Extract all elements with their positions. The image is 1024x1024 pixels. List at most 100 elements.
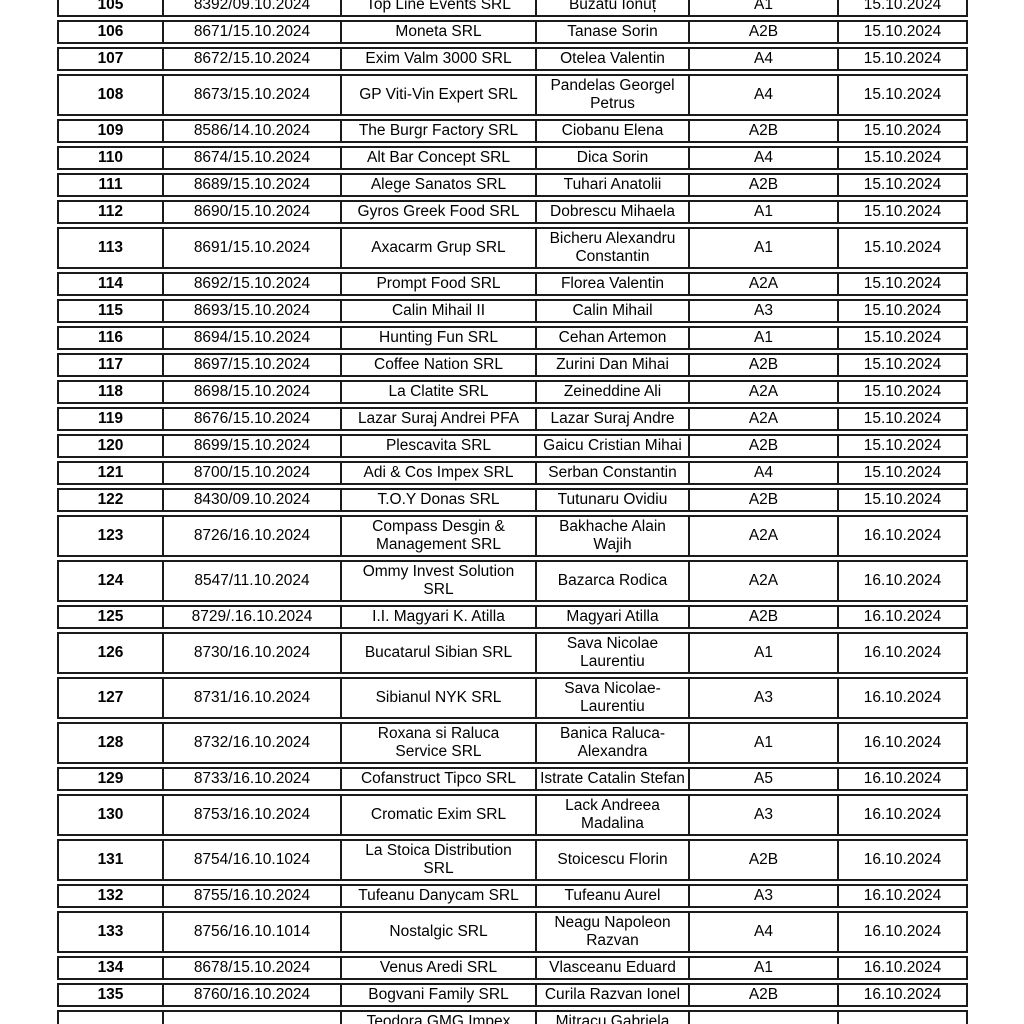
cell-category: A4 (688, 49, 837, 69)
cell-row-number: 108 (97, 86, 124, 103)
cell-registration-number: 8730/16.10.2024 (162, 634, 340, 672)
cell-category: A3 (688, 886, 837, 906)
cell-person-name: Dobrescu Mihaela (535, 202, 688, 222)
cell-registration-number: 8756/16.10.1014 (162, 913, 340, 951)
table-row: 114 8692/15.10.2024 Prompt Food SRL Flor… (57, 272, 968, 296)
table-row: 112 8690/15.10.2024 Gyros Greek Food SRL… (57, 200, 968, 224)
cell-date: 16.10.2024 (837, 607, 966, 627)
cell-category: A2B (688, 841, 837, 879)
cell-registration-number: 8692/15.10.2024 (162, 274, 340, 294)
cell-date: 15.10.2024 (837, 490, 966, 510)
table-row: 107 8672/15.10.2024 Exim Valm 3000 SRL O… (57, 47, 968, 71)
table-row: 116 8694/15.10.2024 Hunting Fun SRL Ceha… (57, 326, 968, 350)
cell-category: A4 (688, 463, 837, 483)
table-row: 134 8678/15.10.2024 Venus Aredi SRL Vlas… (57, 956, 968, 980)
cell-person-name: Otelea Valentin (535, 49, 688, 69)
table-row: 119 8676/15.10.2024 Lazar Suraj Andrei P… (57, 407, 968, 431)
cell-person-name: Tufeanu Aurel (535, 886, 688, 906)
cell-category: A1 (688, 229, 837, 267)
cell-date: 15.10.2024 (837, 382, 966, 402)
cell-registration-number: 8731/16.10.2024 (162, 679, 340, 717)
cell-person-name: Sava Nicolae- Laurentiu (535, 679, 688, 717)
table-row: 129 8733/16.10.2024 Cofanstruct Tipco SR… (57, 767, 968, 791)
cell-date: 15.10.2024 (837, 49, 966, 69)
cell-category: A2B (688, 490, 837, 510)
cell-person-name: Tutunaru Ovidiu (535, 490, 688, 510)
table-row: 106 8671/15.10.2024 Moneta SRL Tanase So… (57, 20, 968, 44)
cell-company-name: La Stoica Distribution SRL (340, 841, 535, 879)
cell-company-name: Alege Sanatos SRL (340, 175, 535, 195)
registry-table: 105 8392/09.10.2024 Top Line Events SRL … (57, 0, 968, 1024)
cell-company-name: Adi & Cos Impex SRL (340, 463, 535, 483)
cell-company-name: Bucatarul Sibian SRL (340, 634, 535, 672)
cell-row-number: 106 (97, 23, 124, 40)
cell-person-name: Curila Razvan Ionel (535, 985, 688, 1005)
cell-date: 16.10.2024 (837, 517, 966, 555)
cell-category: A2B (688, 355, 837, 375)
cell-category: A3 (688, 301, 837, 321)
cell-person-name: Tanase Sorin (535, 22, 688, 42)
cell-registration-number (162, 1012, 340, 1024)
cell-category: A2B (688, 436, 837, 456)
cell-person-name: Zeineddine Ali (535, 382, 688, 402)
cell-company-name: Hunting Fun SRL (340, 328, 535, 348)
cell-category: A1 (688, 724, 837, 762)
cell-date: 15.10.2024 (837, 436, 966, 456)
table-row: 108 8673/15.10.2024 GP Viti-Vin Expert S… (57, 74, 968, 116)
cell-company-name: Exim Valm 3000 SRL (340, 49, 535, 69)
cell-category: A3 (688, 679, 837, 717)
cell-row-number: 125 (97, 608, 124, 625)
cell-row-number: 107 (97, 50, 124, 67)
cell-date: 15.10.2024 (837, 355, 966, 375)
cell-date: 15.10.2024 (837, 409, 966, 429)
cell-category: A2A (688, 517, 837, 555)
cell-company-name: Tufeanu Danycam SRL (340, 886, 535, 906)
cell-company-name: Compass Desgin & Management SRL (340, 517, 535, 555)
cell-date: 16.10.2024 (837, 958, 966, 978)
cell-registration-number: 8676/15.10.2024 (162, 409, 340, 429)
cell-row-number: 127 (97, 689, 124, 706)
table-row: 130 8753/16.10.2024 Cromatic Exim SRL La… (57, 794, 968, 836)
cell-company-name: Moneta SRL (340, 22, 535, 42)
cell-row-number: 111 (98, 176, 123, 193)
cell-category: A1 (688, 634, 837, 672)
cell-company-name: Lazar Suraj Andrei PFA (340, 409, 535, 429)
table-row: 110 8674/15.10.2024 Alt Bar Concept SRL … (57, 146, 968, 170)
cell-registration-number: 8392/09.10.2024 (162, 0, 340, 15)
cell-category: A2B (688, 985, 837, 1005)
cell-date: 16.10.2024 (837, 985, 966, 1005)
cell-registration-number: 8674/15.10.2024 (162, 148, 340, 168)
cell-row-number: 113 (97, 239, 123, 256)
cell-person-name: Calin Mihail (535, 301, 688, 321)
cell-registration-number: 8700/15.10.2024 (162, 463, 340, 483)
cell-registration-number: 8732/16.10.2024 (162, 724, 340, 762)
cell-row-number: 129 (97, 770, 124, 787)
cell-company-name: Teodora GMG Impex (340, 1012, 535, 1024)
table-row: 127 8731/16.10.2024 Sibianul NYK SRL Sav… (57, 677, 968, 719)
cell-row-number: 133 (97, 923, 124, 940)
cell-company-name: Coffee Nation SRL (340, 355, 535, 375)
cell-registration-number: 8672/15.10.2024 (162, 49, 340, 69)
cell-date: 16.10.2024 (837, 769, 966, 789)
cell-person-name: Ciobanu Elena (535, 121, 688, 141)
cell-registration-number: 8693/15.10.2024 (162, 301, 340, 321)
cell-person-name: Lazar Suraj Andre (535, 409, 688, 429)
cell-company-name: Gyros Greek Food SRL (340, 202, 535, 222)
cell-row-number: 126 (97, 644, 124, 661)
cell-date: 16.10.2024 (837, 796, 966, 834)
table-row: 128 8732/16.10.2024 Roxana si Raluca Ser… (57, 722, 968, 764)
cell-date: 15.10.2024 (837, 0, 966, 15)
cell-person-name: Mitracu Gabriela (535, 1012, 688, 1024)
cell-registration-number: 8673/15.10.2024 (162, 76, 340, 114)
table-row: 123 8726/16.10.2024 Compass Desgin & Man… (57, 515, 968, 557)
cell-category: A2A (688, 274, 837, 294)
cell-row-number: 122 (97, 491, 124, 508)
cell-registration-number: 8547/11.10.2024 (162, 562, 340, 600)
table-row: 118 8698/15.10.2024 La Clatite SRL Zeine… (57, 380, 968, 404)
cell-date: 15.10.2024 (837, 22, 966, 42)
cell-row-number: 109 (97, 122, 124, 139)
cell-date: 16.10.2024 (837, 634, 966, 672)
cell-registration-number: 8430/09.10.2024 (162, 490, 340, 510)
table-row: 125 8729/.16.10.2024 I.I. Magyari K. Ati… (57, 605, 968, 629)
cell-company-name: Ommy Invest Solution SRL (340, 562, 535, 600)
